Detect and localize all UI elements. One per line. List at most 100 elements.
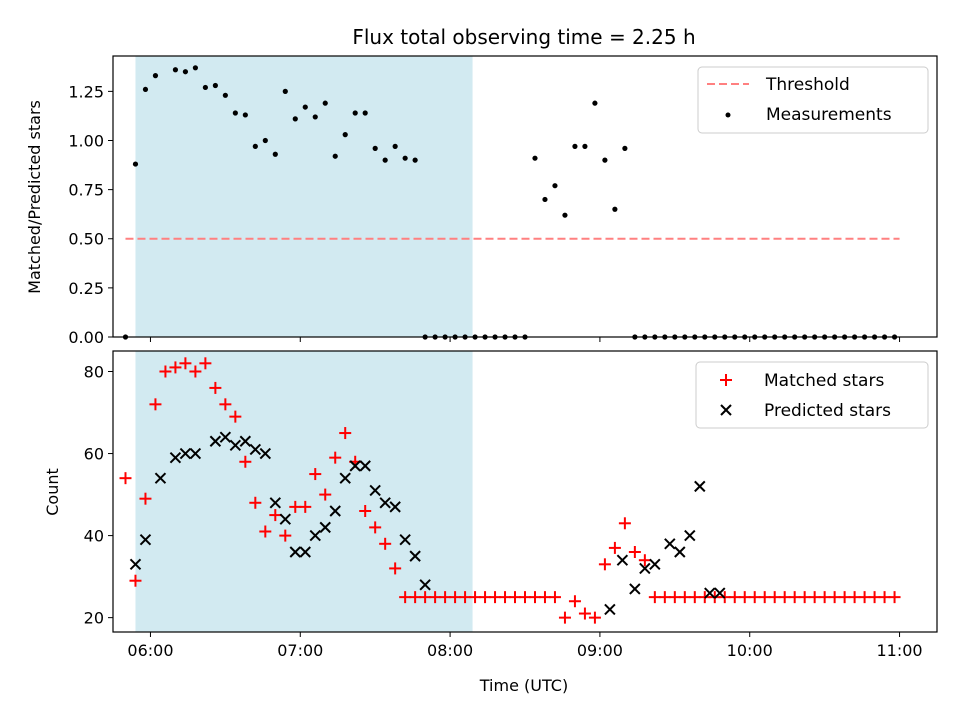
- predicted-star-point: [154, 472, 167, 484]
- predicted-star-point: [379, 497, 391, 509]
- predicted-star-point: [369, 484, 381, 497]
- predicted-star-point: [269, 497, 282, 509]
- x-tick-label: 07:00: [277, 641, 323, 660]
- matched-star-point: [129, 574, 142, 587]
- predicted-star-point: [389, 501, 401, 513]
- measurement-point: [542, 196, 548, 203]
- legend-predicted-swatch: [720, 404, 732, 416]
- legend-measurements-swatch: [725, 112, 731, 118]
- x-tick-label: 11:00: [876, 641, 922, 660]
- predicted-star-point: [604, 603, 616, 616]
- matched-star-point: [159, 365, 172, 378]
- measurement-point: [402, 155, 408, 161]
- measurement-point: [602, 157, 608, 163]
- matched-star-point: [199, 357, 212, 370]
- matched-star-point: [638, 554, 651, 567]
- y-tick-label: 1.25: [68, 82, 104, 101]
- matched-star-point: [578, 607, 591, 620]
- matched-star-point: [608, 541, 621, 554]
- observing-window-shade-bottom: [135, 351, 473, 632]
- panel-counts: 06:00 07:00 08:00 09:00 10:00 11:00 20406080 …: [43, 350, 938, 695]
- measurement-point: [242, 112, 248, 118]
- x-tick-label: 08:00: [427, 641, 473, 660]
- x-ticks-bottom: 06:00 07:00 08:00 09:00 10:00 11:00: [127, 632, 923, 660]
- measurement-point: [572, 143, 578, 149]
- legend-matched-swatch: [720, 374, 732, 386]
- matched-star-point: [548, 591, 561, 604]
- measurement-point: [212, 82, 218, 89]
- x-tick-label: 10:00: [727, 641, 773, 660]
- matched-star-point: [149, 398, 162, 411]
- matched-star-point: [209, 381, 222, 394]
- measurement-point: [342, 132, 348, 138]
- measurement-point: [372, 145, 378, 151]
- predicted-star-point: [279, 513, 291, 525]
- measurement-point: [612, 206, 618, 212]
- plot-frame-bottom: [112, 350, 938, 633]
- matched-star-point: [568, 595, 581, 608]
- x-tick-label: 06:00: [127, 641, 173, 660]
- predicted-star-point: [349, 460, 361, 472]
- predicted-star-point: [629, 583, 641, 595]
- predicted-star-point: [664, 538, 676, 550]
- matched-star-point: [269, 509, 282, 522]
- matched-star-point: [219, 398, 232, 411]
- predicted-star-point: [409, 550, 421, 562]
- x-axis-label: Time (UTC): [479, 676, 568, 695]
- matched-star-point: [339, 427, 352, 440]
- predicted-star-point: [219, 431, 232, 443]
- predicted-star-point: [209, 435, 222, 447]
- predicted-star-point: [139, 533, 152, 546]
- predicted-star-point: [684, 529, 696, 542]
- matched-star-point: [139, 492, 152, 505]
- measurement-point: [222, 92, 228, 98]
- predicted-star-point: [259, 447, 272, 460]
- predicted-star-point: [289, 546, 301, 558]
- shaded-region: [135, 351, 473, 632]
- legend-measurements-label: Measurements: [766, 105, 892, 125]
- predicted-star-point: [249, 443, 262, 456]
- y-tick-label: 0.75: [68, 181, 104, 200]
- y-tick-label: 0.50: [68, 230, 104, 249]
- y-tick-label: 1.00: [68, 131, 104, 150]
- matched-star-point: [389, 562, 402, 575]
- predicted-star-point: [129, 558, 142, 571]
- y-tick-label: 40: [84, 527, 104, 546]
- matched-star-point: [239, 455, 252, 468]
- matched-star-point: [618, 517, 631, 530]
- matched-star-point: [279, 529, 292, 542]
- predicted-star-point: [694, 480, 706, 493]
- y-ticks-top: 0.00 0.25 0.50 0.75 1.00 1.25: [68, 82, 113, 347]
- predicted-star-point: [229, 439, 242, 452]
- matched-star-point: [588, 611, 601, 624]
- y-tick-label: 20: [84, 609, 104, 628]
- measurement-point: [552, 183, 558, 189]
- matched-star-point: [359, 504, 372, 517]
- matched-star-point: [299, 500, 312, 513]
- y-axis-label-count: Count: [43, 468, 62, 516]
- matched-stars-points: [119, 357, 901, 624]
- matched-star-point: [259, 525, 272, 538]
- y-ticks-bottom: 20 40 60 80: [84, 363, 113, 628]
- matched-star-point: [189, 365, 202, 378]
- measurement-point: [362, 110, 368, 116]
- predicted-star-point: [339, 472, 351, 484]
- predicted-stars-points: [129, 431, 726, 616]
- y-tick-label: 0.00: [68, 328, 104, 347]
- y-tick-label: 80: [84, 363, 104, 382]
- predicted-star-point: [319, 521, 331, 534]
- matched-star-point: [379, 537, 392, 550]
- predicted-star-point: [169, 451, 182, 464]
- measurement-point: [582, 143, 588, 149]
- panel-ratio: 0.00 0.25 0.50 0.75 1.00 1.25 Matched/Predict…: [25, 55, 938, 347]
- predicted-star-point: [179, 447, 192, 460]
- measurement-point: [262, 137, 268, 144]
- predicted-star-point: [704, 587, 716, 599]
- measurement-point: [312, 114, 318, 120]
- legend-top: Threshold Measurements: [697, 66, 929, 134]
- figure-title: Flux total observing time = 2.25 h: [352, 25, 695, 49]
- matched-star-point: [319, 488, 332, 501]
- measurement-point: [292, 116, 298, 122]
- measurement-point: [392, 143, 398, 149]
- measurement-point: [152, 73, 159, 79]
